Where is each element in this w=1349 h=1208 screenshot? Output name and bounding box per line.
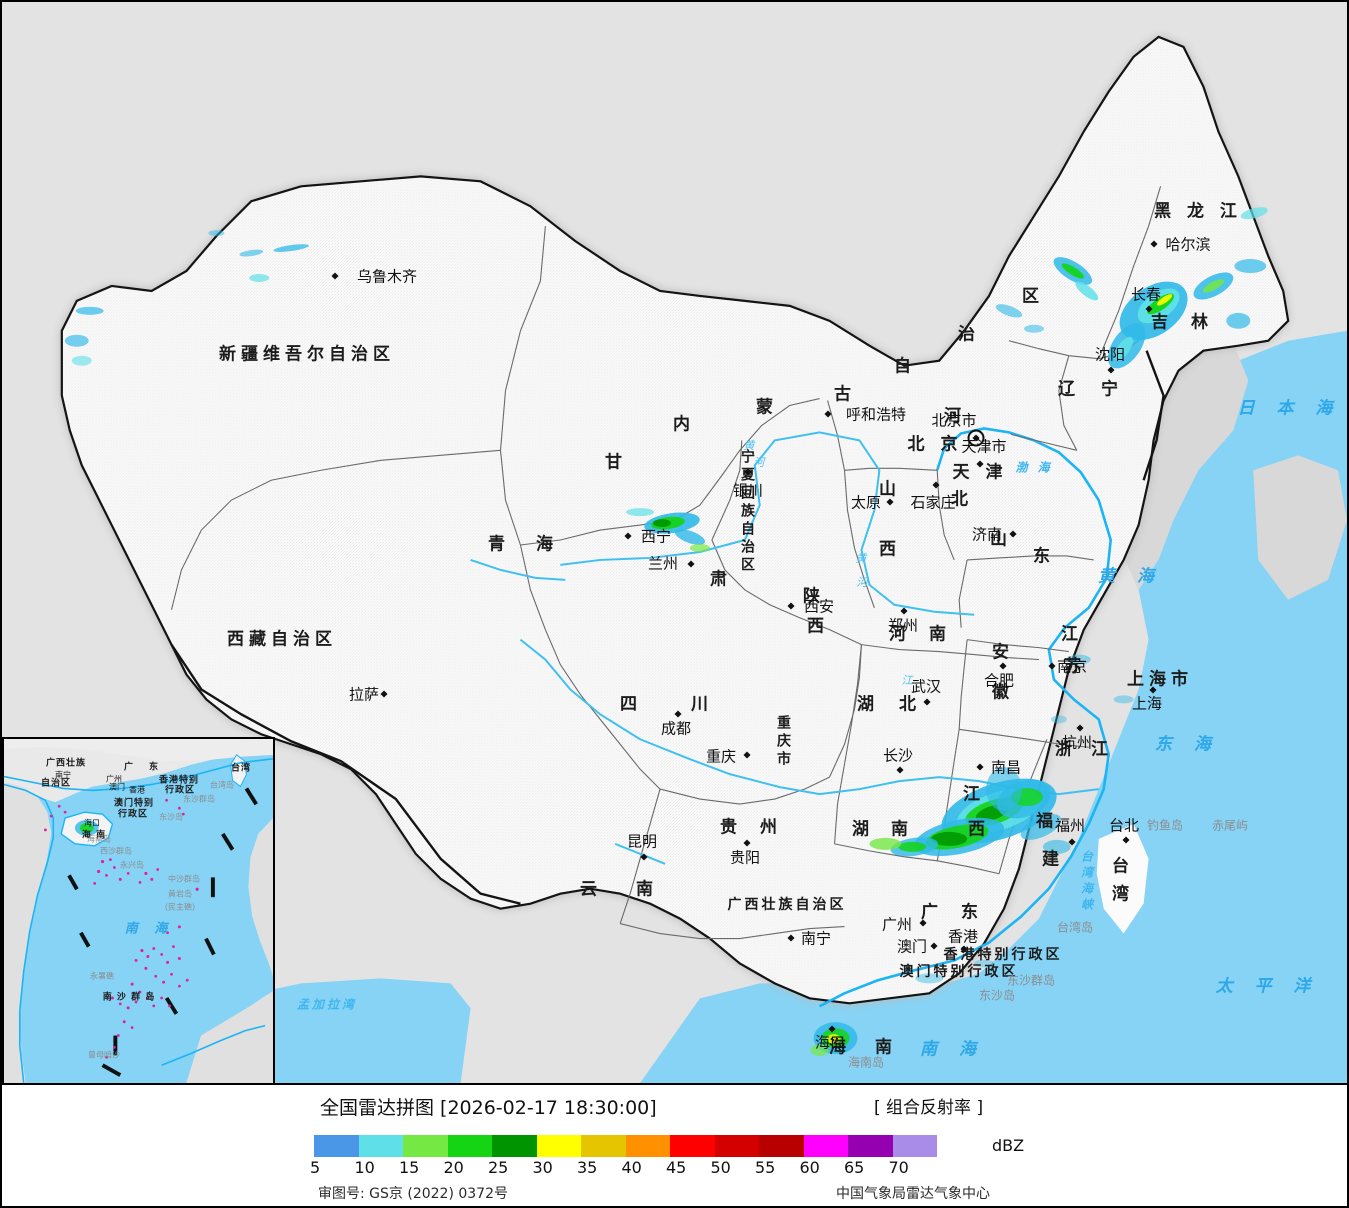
tick-65: 65 <box>844 1158 865 1177</box>
radar-echo-layer <box>64 207 1268 1057</box>
color-swatch-4 <box>492 1135 537 1157</box>
map-geometry <box>2 2 1347 1083</box>
dbz-unit-label: dBZ <box>992 1136 1025 1155</box>
tick-5: 5 <box>310 1158 321 1177</box>
tick-45: 45 <box>666 1158 687 1177</box>
color-swatch-7 <box>625 1135 670 1157</box>
tick-15: 15 <box>399 1158 420 1177</box>
color-swatch-10 <box>759 1135 804 1157</box>
color-swatch-0 <box>314 1135 359 1157</box>
color-swatch-3 <box>447 1135 492 1157</box>
issuing-agency: 中国气象局雷达气象中心 <box>836 1186 990 1202</box>
tick-10: 10 <box>354 1158 375 1177</box>
tick-30: 30 <box>532 1158 553 1177</box>
legend-title-row: 全国雷达拼图 [2026-02-17 18:30:00] [ 组合反射率 ] <box>2 1093 1347 1119</box>
dbz-tick-labels: 5 10 15 20 25 30 35 40 45 50 55 60 65 70 <box>310 1158 1014 1178</box>
color-swatch-11 <box>803 1135 848 1157</box>
tick-20: 20 <box>443 1158 464 1177</box>
color-swatch-6 <box>581 1135 626 1157</box>
inset-geometry <box>4 739 273 1083</box>
tick-25: 25 <box>488 1158 509 1177</box>
color-swatch-12 <box>848 1135 893 1157</box>
tick-50: 50 <box>710 1158 731 1177</box>
map-approval-number: 审图号: GS京 (2022) 0372号 <box>318 1186 508 1202</box>
tick-55: 55 <box>755 1158 776 1177</box>
tick-70: 70 <box>888 1158 909 1177</box>
tick-35: 35 <box>577 1158 598 1177</box>
color-swatch-1 <box>358 1135 403 1157</box>
color-swatch-13 <box>892 1135 937 1157</box>
color-swatch-2 <box>403 1135 448 1157</box>
capital-marker-beijing <box>967 429 985 447</box>
color-swatch-8 <box>670 1135 715 1157</box>
legend-title: 全国雷达拼图 [2026-02-17 18:30:00] <box>320 1097 657 1119</box>
color-swatch-5 <box>536 1135 581 1157</box>
color-swatch-9 <box>714 1135 759 1157</box>
china-radar-map[interactable]: 新疆维吾尔自治区 西藏自治区青海甘肃内蒙古自治区宁夏回族自治区陕西山西河北河南山东… <box>0 0 1349 1085</box>
tick-40: 40 <box>621 1158 642 1177</box>
dbz-color-bar <box>314 1135 937 1157</box>
tick-60: 60 <box>799 1158 820 1177</box>
south-china-sea-inset[interactable]: 广西壮族 自治区广东南宁 广州 澳门 香港 香港特别 行政区 澳门特别 行政区 台湾 台湾岛 东沙群岛… <box>2 737 275 1083</box>
legend-product-label: [ 组合反射率 ] <box>874 1098 984 1118</box>
